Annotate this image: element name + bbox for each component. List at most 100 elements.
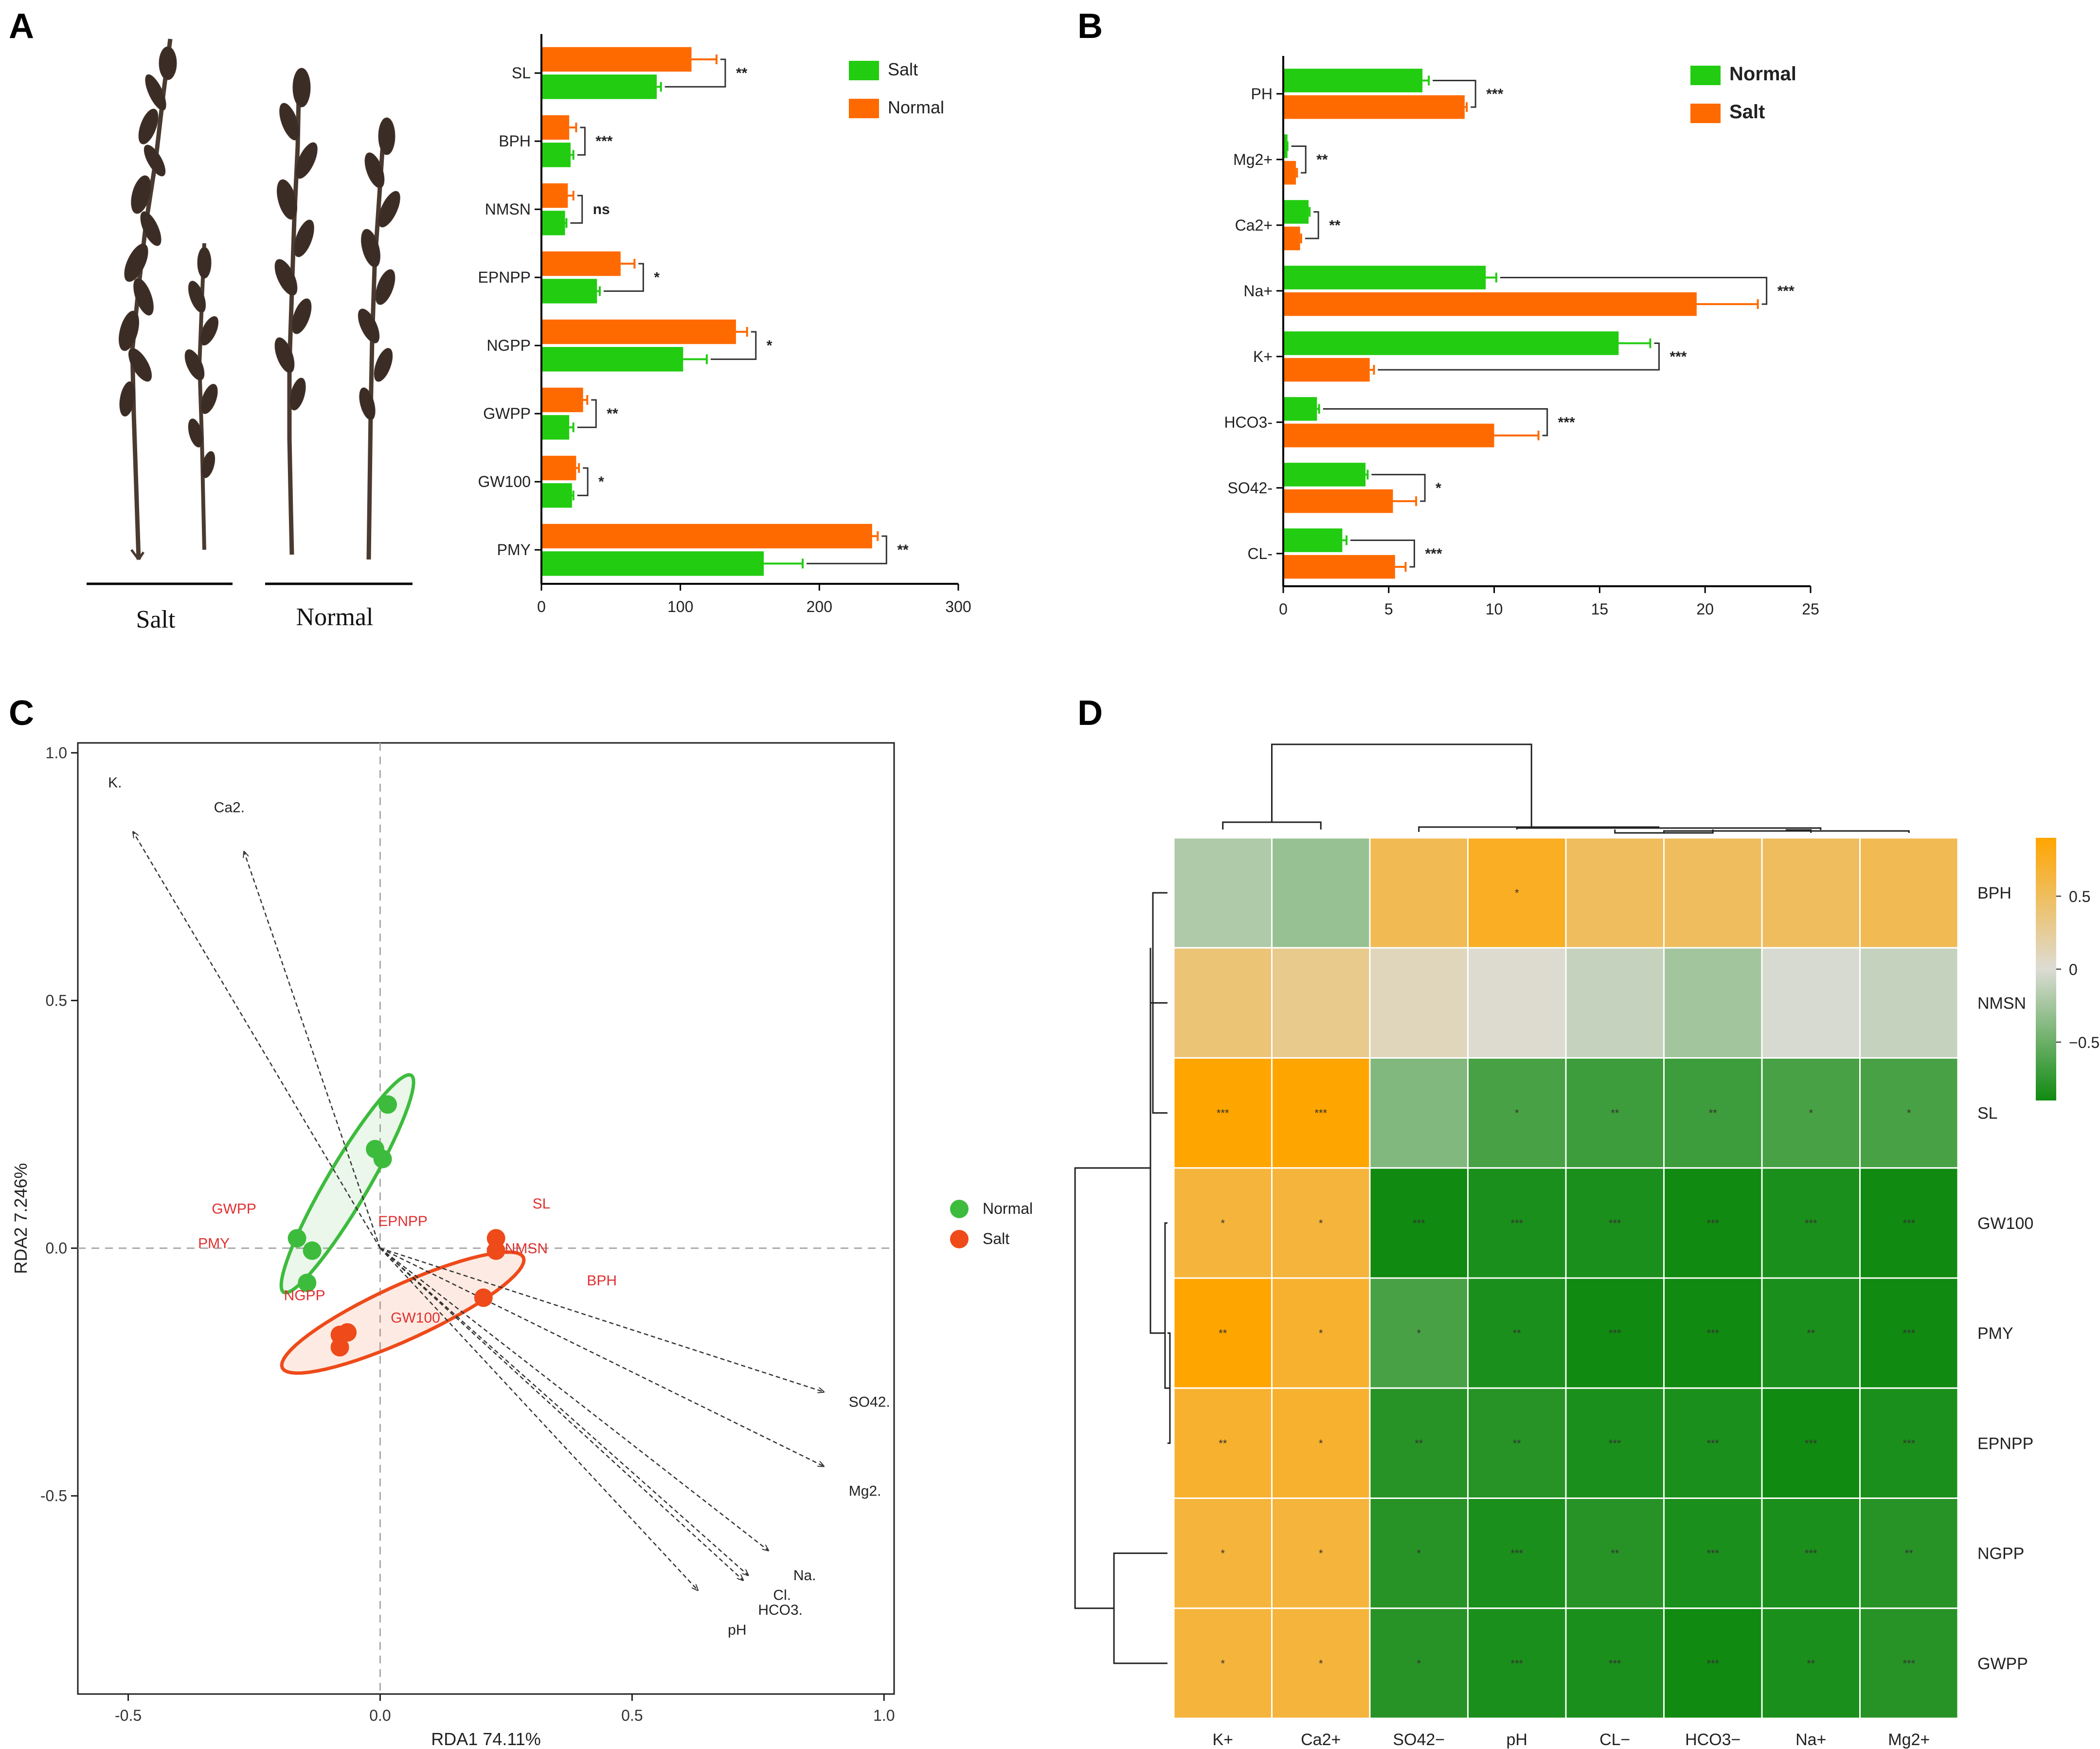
bar-salt [542,279,597,304]
point-salt [486,1241,505,1260]
bar-normal [1284,528,1343,552]
cell-significance: ** [1611,1107,1619,1119]
heatmap-cell [1271,947,1371,1059]
significance-bracket [1305,211,1319,239]
heatmap-cell [1565,1387,1665,1499]
plant-normal-right [358,117,400,560]
bar-normal [1284,397,1317,421]
cell-significance: ** [1611,1548,1619,1560]
cell-significance: *** [1903,1327,1915,1339]
significance-bracket [1323,408,1548,436]
cell-significance: * [1515,887,1519,899]
cell-significance: * [1907,1107,1911,1119]
heatmap-cell [1859,1277,1959,1389]
plot-frame [77,742,895,1695]
heatmap-cell [1859,1497,1959,1609]
point-normal [287,1229,306,1248]
heatmap-cell [1173,1607,1273,1719]
bar-salt [1284,226,1300,251]
point-normal [378,1095,397,1114]
y-tick-label: 0.5 [46,992,67,1009]
heatmap-cell [1369,1607,1469,1719]
cell-significance: ** [1219,1327,1227,1339]
cell-significance: *** [1413,1217,1425,1229]
cell-significance: ** [1709,1107,1718,1119]
heatmap-cell [1467,1057,1567,1169]
row-label: BPH [1977,884,2011,902]
bar-salt [1284,95,1465,119]
heatmap-cell [1859,837,1959,949]
y-tick-label: EPNPP [478,269,531,286]
y-tick-label: PMY [497,541,531,559]
heatmap-cell [1565,837,1665,949]
env-arrow-label: Na. [793,1568,816,1584]
significance-bracket [1371,474,1426,502]
significance-label: *** [595,133,612,149]
panel-label-c: C [9,694,34,733]
heatmap-cell [1173,1387,1273,1499]
heatmap-cell [1271,1387,1371,1499]
heatmap-cell [1663,1497,1763,1609]
legend-label-salt: Salt [1729,101,1765,123]
cell-significance: * [1319,1548,1323,1560]
y-tick-label: Mg2+ [1233,151,1273,168]
heatmap-cell [1173,947,1273,1059]
cell-significance: * [1515,1107,1519,1119]
x-tick-label: 300 [945,598,971,615]
heatmap-cell [1565,1057,1665,1169]
legend-swatch-salt [849,61,879,80]
bar-normal [1284,331,1619,355]
heatmap-cell [1761,1607,1861,1719]
x-tick-label: 5 [1384,600,1393,618]
row-label: NMSN [1977,994,2026,1012]
heatmap-cell [1271,1057,1371,1169]
significance-bracket [664,58,726,88]
env-arrow [379,1247,768,1551]
cell-significance: * [1319,1217,1323,1229]
heatmap-cell [1369,1497,1469,1609]
cell-significance: * [1319,1327,1323,1339]
point-normal [303,1241,322,1260]
panel-label-d: D [1077,694,1103,733]
y-tick-label: NMSN [485,200,531,218]
significance-bracket [807,535,887,564]
row-dendrogram [1149,948,1165,1334]
row-label: NGPP [1977,1545,2024,1563]
bar-salt [1284,292,1697,316]
significance-bracket [1378,343,1660,371]
bar-normal [542,523,872,549]
y-tick-label: PH [1251,85,1273,103]
colorbar [2036,838,2056,1100]
y-tick-label: K+ [1253,348,1273,365]
y-tick-label: NGPP [486,337,531,354]
heatmap-cell [1173,1167,1273,1279]
bar-normal [542,251,621,276]
heatmap-cell [1859,1387,1959,1499]
significance-label: ** [1329,217,1341,234]
heatmap-cell [1663,947,1763,1059]
cell-significance: *** [1903,1217,1915,1229]
cell-significance: ** [1807,1327,1815,1339]
significance-label: * [1436,480,1441,496]
bar-normal [542,183,568,208]
significance-bracket [570,195,583,224]
x-tick-label: 0.0 [369,1707,391,1724]
heatmap-cell [1369,837,1469,949]
column-dendrogram [1785,829,1812,833]
chart-c-rda: -0.5 0.0 0.5 1.0 -0.5 0.0 0.5 1.0 RDA1 74.11% RDA… [11,742,1033,1749]
heatmap-cell [1663,1057,1763,1169]
row-label: GW100 [1977,1214,2033,1233]
significance-label: * [767,338,772,354]
env-arrow [380,1247,824,1392]
bar-normal [542,115,570,140]
row-dendrogram [1074,1167,1150,1609]
row-dendrogram [1164,1222,1170,1389]
heatmap-cell [1173,837,1273,949]
cell-significance: ** [1415,1437,1423,1449]
env-arrow-label: SO42. [849,1394,890,1410]
heatmap-cell [1859,1607,1959,1719]
heatmap-cell [1761,947,1861,1059]
y-tick-label: HCO3- [1224,414,1273,431]
significance-bracket [577,126,586,156]
colorbar-tick-label: −0.5 [2069,1034,2100,1051]
